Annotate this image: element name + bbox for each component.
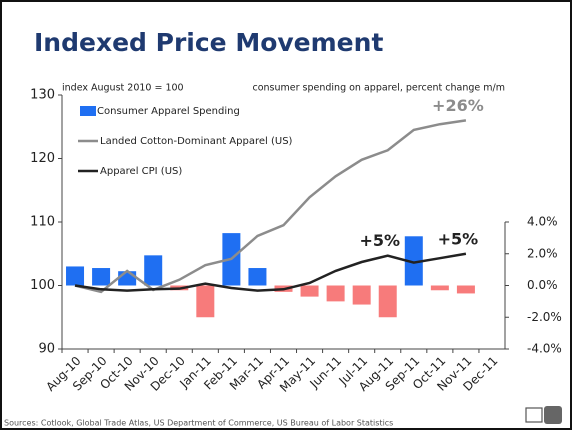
legend-label: Landed Cotton-Dominant Apparel (US) [100, 136, 293, 147]
bar [404, 236, 423, 286]
line [74, 119, 467, 294]
bar [196, 285, 215, 318]
bar [456, 285, 475, 294]
annotation: +5% [359, 231, 400, 250]
y-tick-label: 110 [30, 215, 55, 230]
annotation: +26% [432, 96, 484, 115]
bar [352, 285, 371, 305]
bar [118, 271, 137, 286]
logo [525, 406, 562, 424]
bar [300, 285, 319, 297]
line [74, 252, 467, 292]
bar [378, 285, 397, 318]
source: Sources: Cotlook, Global Trade Atlas, US… [4, 419, 393, 428]
bar [66, 266, 85, 286]
y-tick-label: 130 [30, 88, 55, 103]
bar [430, 285, 449, 291]
legend-label: Apparel CPI (US) [100, 166, 182, 177]
y2-tick-label: -2.0% [527, 310, 562, 324]
left-note: index August 2010 = 100 [62, 83, 184, 94]
legend-label: Consumer Apparel Spending [97, 106, 240, 117]
bar [144, 255, 163, 286]
y2-tick-label: 0.0% [527, 278, 558, 292]
bar [92, 268, 111, 286]
y2-tick-label: 2.0% [527, 246, 558, 260]
chart-title: Indexed Price Movement [34, 28, 383, 57]
bar [326, 285, 345, 302]
y2-tick-label: -4.0% [527, 342, 562, 356]
legend-swatch [80, 106, 96, 116]
y2-tick-label: 4.0% [527, 215, 558, 229]
bar [248, 268, 267, 286]
right-note: consumer spending on apparel, percent ch… [252, 83, 505, 94]
y-tick-label: 120 [30, 151, 55, 166]
y-tick-label: 90 [38, 342, 55, 357]
y-tick-label: 100 [30, 278, 55, 293]
annotation: +5% [438, 229, 479, 248]
